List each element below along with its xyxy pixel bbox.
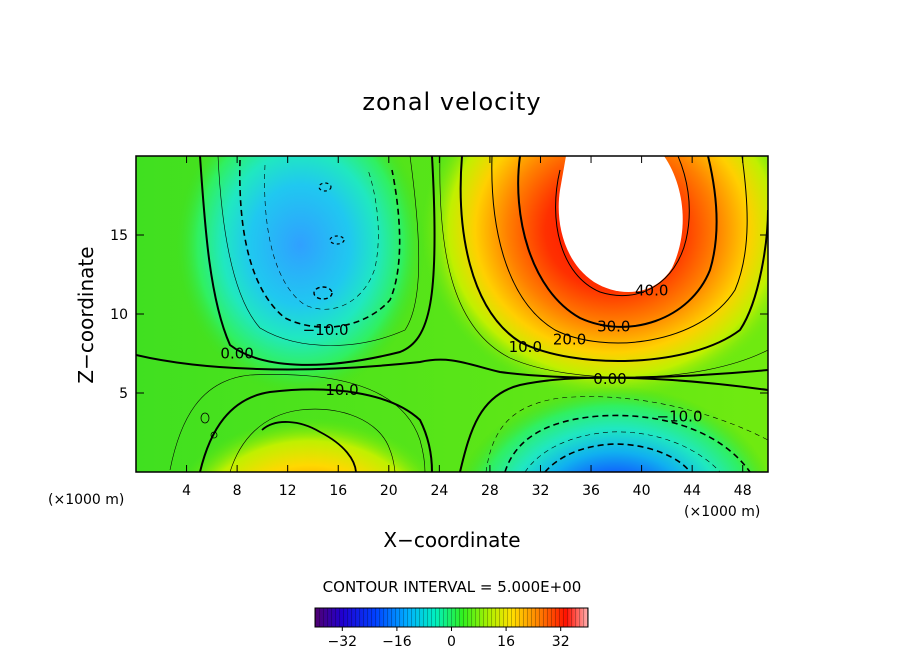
chart-title: zonal velocity <box>362 88 542 116</box>
contour-minus20-b <box>318 182 332 192</box>
y-tick-label: 5 <box>119 386 128 402</box>
contour-minus20-a <box>313 286 333 300</box>
colorbar-tick-label: 0 <box>447 634 456 650</box>
x-unit-left: (×1000 m) <box>48 492 125 508</box>
colorbar-steps <box>315 608 588 627</box>
contour-label: 30.0 <box>597 318 630 336</box>
small-contour-a <box>200 412 210 424</box>
contour-label: 40.0 <box>635 281 668 299</box>
contour-minus20-lower <box>544 443 691 472</box>
x-tick-label: 28 <box>481 483 499 499</box>
contour-label: 20.0 <box>553 330 586 348</box>
x-tick-label: 8 <box>233 483 242 499</box>
contour-15-lower <box>229 408 396 472</box>
x-tick-label: 44 <box>683 483 701 499</box>
x-tick-label: 36 <box>582 483 600 499</box>
x-tick-label: 32 <box>532 483 550 499</box>
x-tick-label: 40 <box>633 483 651 499</box>
colorbar-tick-label: 16 <box>497 634 515 650</box>
contour-minus5-lower <box>485 396 768 472</box>
contour-10 <box>459 156 768 363</box>
contour-0-lower-right <box>459 376 768 472</box>
colorbar-ticks: −32 −16 0 16 32 <box>328 627 570 650</box>
y-axis-label: Z−coordinate <box>74 246 98 384</box>
contour-interval-text: CONTOUR INTERVAL = 5.000E+00 <box>322 578 582 596</box>
y-axis: 5 10 15 <box>110 228 768 402</box>
y-tick-label: 10 <box>110 307 128 323</box>
contour-30 <box>517 156 718 328</box>
contour-20-lower <box>261 421 357 472</box>
contour-0-upper <box>199 156 436 366</box>
colorbar-tick-label: −32 <box>328 634 358 650</box>
contour-minus5-upper <box>217 156 420 346</box>
colorbar: −32 −16 0 16 32 <box>314 607 589 650</box>
contour-minus20-c <box>329 235 345 245</box>
x-tick-label: 24 <box>430 483 448 499</box>
contour-minus10-upper <box>238 159 401 328</box>
contour-label: 10.0 <box>509 338 542 356</box>
contour-label: 10.0 <box>325 381 358 399</box>
contour-label: −10.0 <box>657 408 703 426</box>
x-tick-label: 4 <box>182 483 191 499</box>
contour-labels: 40.0 30.0 20.0 10.0 −10.0 0.00 10.0 0.00 −10.0 <box>220 281 703 426</box>
x-unit-right: (×1000 m) <box>684 504 761 520</box>
x-tick-label: 20 <box>380 483 398 499</box>
contour-label: 0.00 <box>220 345 253 363</box>
x-axis-label: X−coordinate <box>383 528 521 552</box>
contour-lines <box>136 156 768 472</box>
x-axis: 4 8 12 16 20 24 28 32 36 40 44 48 <box>182 156 752 499</box>
x-tick-label: 12 <box>279 483 297 499</box>
small-contour-b <box>210 431 218 439</box>
contour-label: −10.0 <box>303 321 349 339</box>
y-tick-label: 15 <box>110 228 128 244</box>
colorbar-tick-label: 32 <box>552 634 570 650</box>
colorbar-tick-label: −16 <box>382 634 412 650</box>
contour-40 <box>555 156 690 297</box>
upper-negative-region <box>175 156 425 395</box>
x-tick-label: 16 <box>329 483 347 499</box>
contour-5 <box>439 156 768 378</box>
contour-minus10-lower <box>504 414 751 472</box>
contour-10-lower <box>199 388 433 472</box>
contour-label: 0.00 <box>593 370 626 388</box>
jet-core-over-40 <box>558 156 683 293</box>
contour-5-lower <box>169 374 426 472</box>
x-tick-label: 48 <box>734 483 752 499</box>
contour-20 <box>491 156 748 344</box>
